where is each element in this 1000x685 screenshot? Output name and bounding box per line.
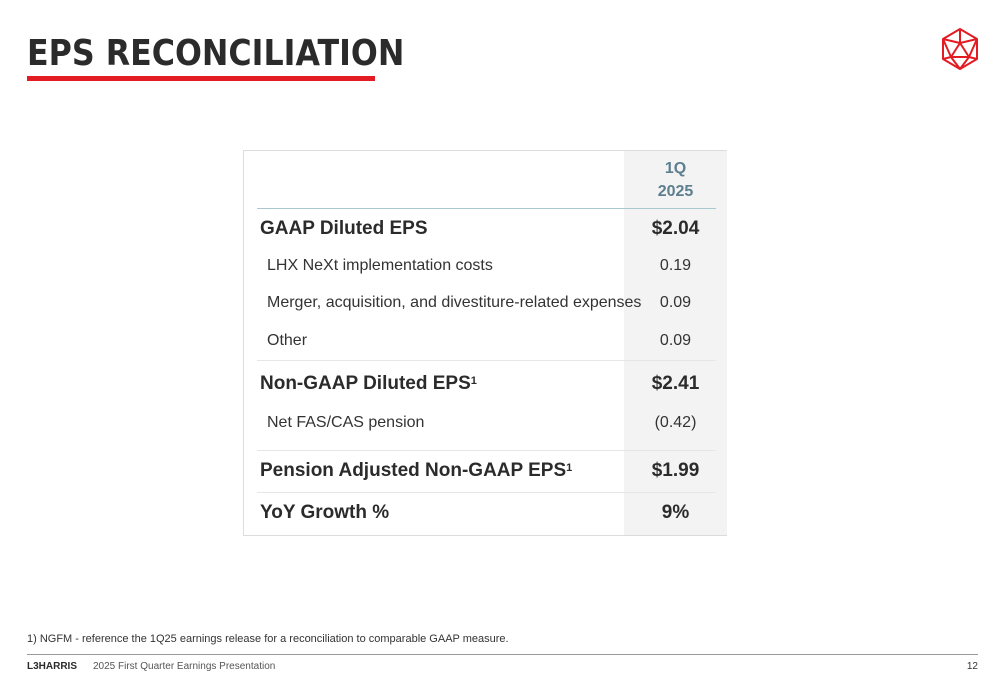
row-label: LHX NeXt implementation costs xyxy=(267,257,493,274)
row-label: YoY Growth % xyxy=(260,502,390,523)
row-label: Merger, acquisition, and divestiture-rel… xyxy=(267,294,642,311)
page-number: 12 xyxy=(966,661,978,672)
l3harris-logo-icon xyxy=(942,28,978,70)
footer-divider xyxy=(27,654,978,655)
footnote: 1) NGFM - reference the 1Q25 earnings re… xyxy=(27,633,509,645)
row-value: 0.09 xyxy=(659,294,692,311)
period-column-shade xyxy=(624,151,727,535)
table-row-non-gaap-diluted-eps: Non-GAAP Diluted EPS1 $2.41 xyxy=(244,369,728,399)
table-row-yoy-growth: YoY Growth % 9% xyxy=(244,498,728,528)
eps-reconciliation-table: 1Q 2025 GAAP Diluted EPS $2.04 LHX NeXt … xyxy=(243,150,727,536)
table-row-merger-expenses: Merger, acquisition, and divestiture-rel… xyxy=(244,288,728,318)
row-label: Net FAS/CAS pension xyxy=(267,414,425,431)
period-quarter: 1Q xyxy=(664,160,687,177)
table-row-net-fas-cas-pension: Net FAS/CAS pension (0.42) xyxy=(244,408,728,438)
row-value: 0.19 xyxy=(659,257,692,274)
period-year: 2025 xyxy=(657,183,694,200)
row-divider xyxy=(257,492,716,493)
period-header: 1Q 2025 xyxy=(624,157,727,203)
table-row-other: Other 0.09 xyxy=(244,326,728,356)
title-underline xyxy=(27,76,375,81)
row-value: $2.04 xyxy=(651,218,700,239)
table-row-pension-adjusted-eps: Pension Adjusted Non-GAAP EPS1 $1.99 xyxy=(244,456,728,486)
row-label: Pension Adjusted Non-GAAP EPS1 xyxy=(260,460,573,481)
row-label: Other xyxy=(267,332,308,349)
row-value: $2.41 xyxy=(651,373,700,394)
row-value: $1.99 xyxy=(651,460,700,481)
row-value: 0.09 xyxy=(659,332,692,349)
row-value: (0.42) xyxy=(654,414,697,431)
row-label: GAAP Diluted EPS xyxy=(260,218,428,239)
header-divider xyxy=(257,208,716,209)
footnote-marker: 1 xyxy=(566,462,573,474)
row-label: Non-GAAP Diluted EPS1 xyxy=(260,373,477,394)
table-row-lhx-next-costs: LHX NeXt implementation costs 0.19 xyxy=(244,251,728,281)
table-row-gaap-diluted-eps: GAAP Diluted EPS $2.04 xyxy=(244,214,728,244)
footer-brand: L3HARRIS xyxy=(27,661,78,672)
row-value: 9% xyxy=(661,502,690,523)
row-divider xyxy=(257,450,716,451)
page-title: EPS RECONCILIATION xyxy=(27,33,405,74)
row-divider xyxy=(257,360,716,361)
footer-presentation-title: 2025 First Quarter Earnings Presentation xyxy=(93,661,276,672)
footnote-marker: 1 xyxy=(470,375,477,387)
